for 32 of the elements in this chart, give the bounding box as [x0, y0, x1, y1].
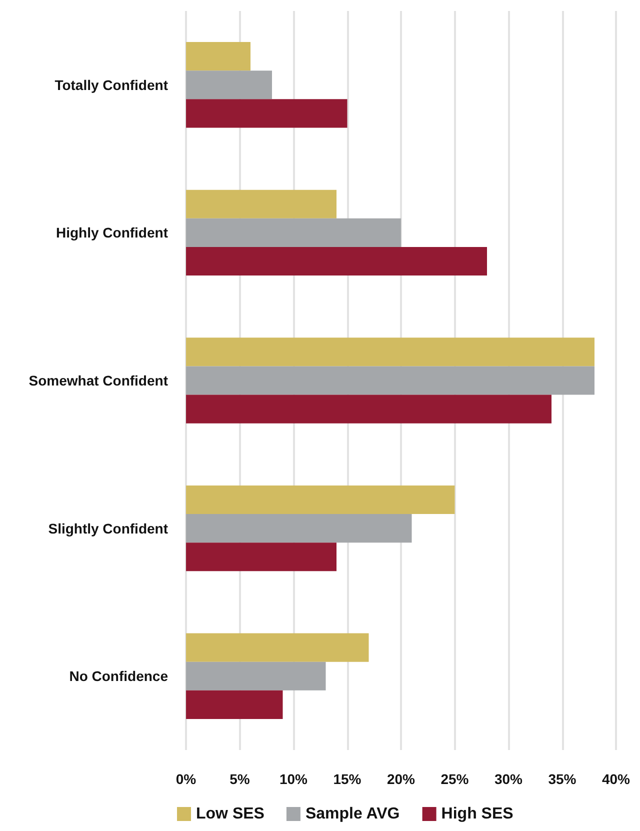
bar	[186, 485, 455, 514]
x-tick-label: 20%	[386, 771, 416, 787]
legend-label: Sample AVG	[305, 806, 400, 822]
bar	[186, 70, 272, 100]
legend-label: Low SES	[196, 806, 265, 822]
x-tick-label: 40%	[602, 771, 631, 787]
legend-label: High SES	[441, 806, 514, 822]
bar	[186, 690, 283, 719]
bar	[186, 542, 336, 572]
bar	[186, 42, 250, 71]
y-tick-label: Totally Confident	[54, 76, 168, 93]
bar	[186, 246, 487, 276]
bar	[186, 190, 336, 218]
y-tick-label: Highly Confident	[56, 224, 168, 241]
bar	[186, 394, 552, 424]
x-tick-label: 35%	[548, 771, 577, 787]
x-tick-label: 25%	[440, 771, 470, 787]
y-tick-label: No Confidence	[69, 668, 168, 684]
bar	[186, 633, 369, 662]
x-tick-label: 15%	[333, 771, 362, 787]
bar	[186, 366, 594, 395]
x-tick-label: 5%	[230, 771, 250, 787]
bar	[186, 218, 401, 247]
y-tick-label: Slightly Confident	[48, 520, 168, 536]
bar	[186, 338, 594, 366]
x-tick-label: 0%	[176, 771, 197, 787]
bar	[186, 514, 412, 543]
x-tick-label: 30%	[494, 771, 524, 787]
y-tick-label: Somewhat Confident	[28, 372, 168, 388]
x-tick-label: 10%	[279, 771, 308, 787]
bar	[186, 99, 348, 128]
bar	[186, 662, 326, 690]
